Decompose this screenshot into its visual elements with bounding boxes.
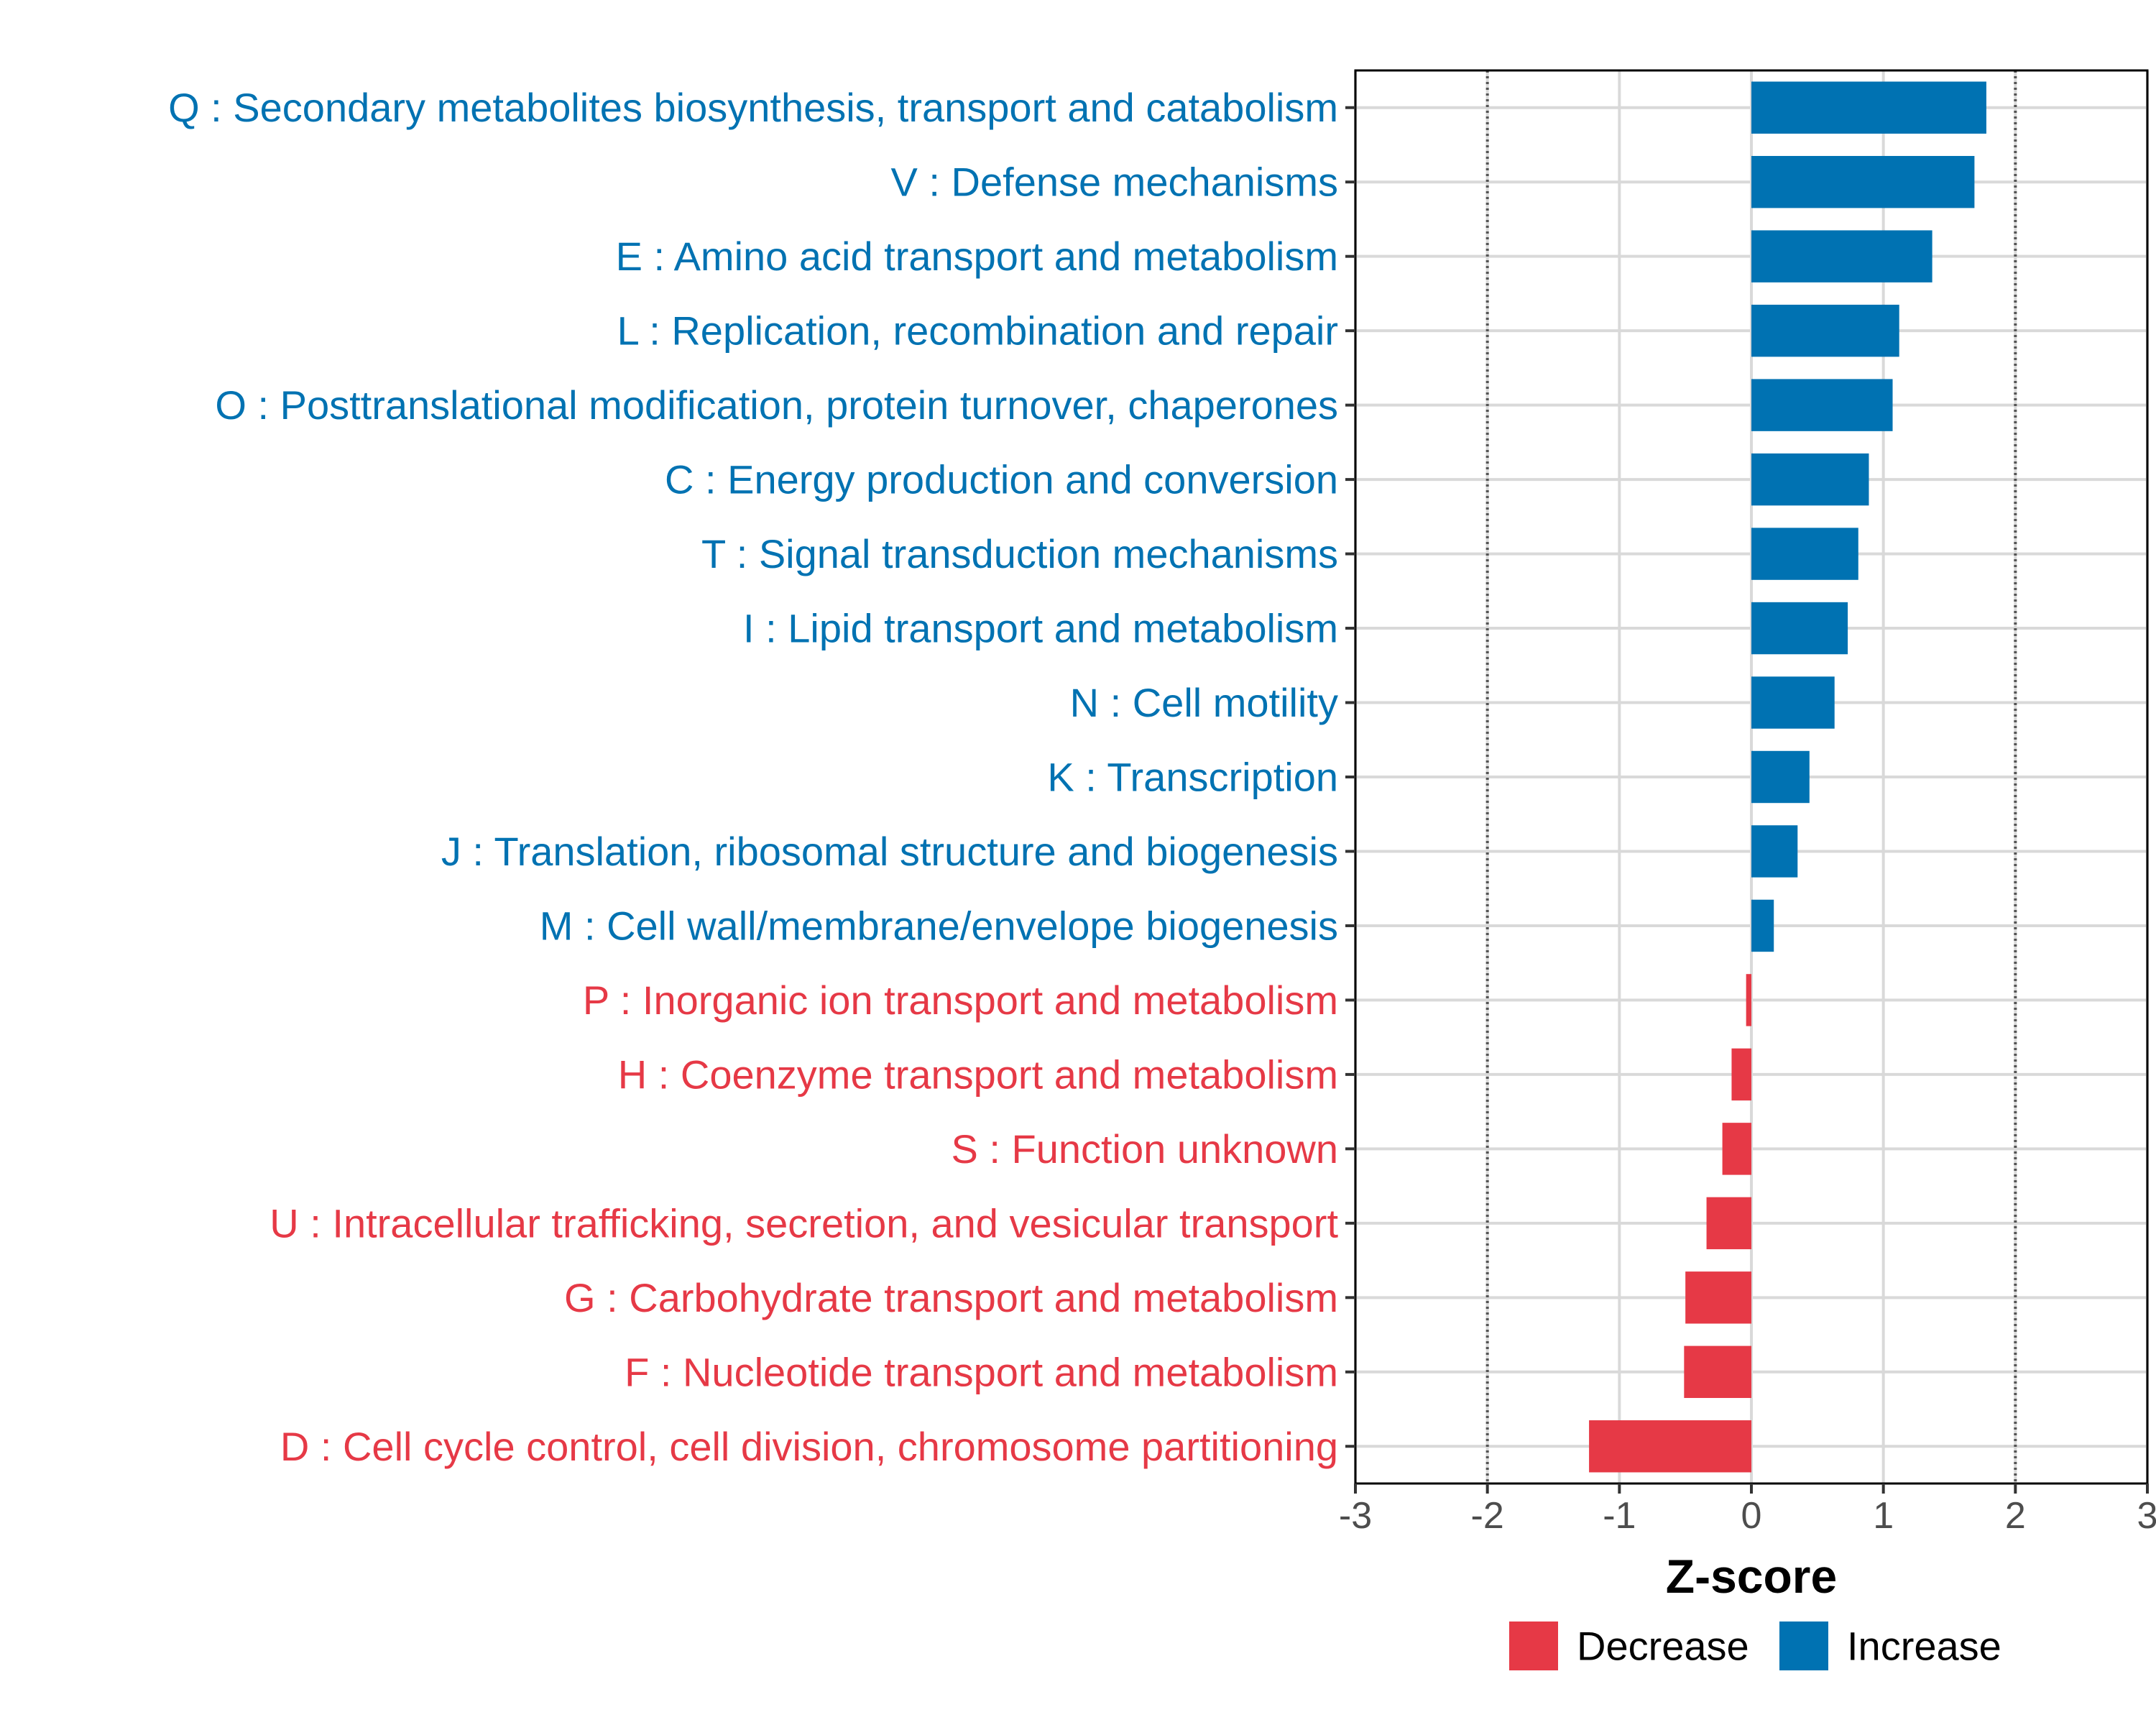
x-axis-ticks: -3 -2 -1 0 1 2 3 xyxy=(1339,1484,2156,1537)
legend-swatch-increase xyxy=(1779,1622,1828,1670)
bar xyxy=(1685,1271,1751,1324)
bar xyxy=(1751,230,1932,282)
bars-layer xyxy=(1589,81,1986,1473)
bar xyxy=(1751,899,1774,952)
category-label: D : Cell cycle control, cell division, c… xyxy=(280,1424,1338,1469)
category-label: J : Translation, ribosomal structure and… xyxy=(441,829,1338,874)
bar xyxy=(1751,155,1975,208)
category-label: M : Cell wall/membrane/envelope biogenes… xyxy=(540,903,1338,948)
legend-label: Increase xyxy=(1847,1624,2001,1669)
legend-label: Decrease xyxy=(1577,1624,1749,1669)
category-label: O : Posttranslational modification, prot… xyxy=(215,382,1338,428)
category-label: U : Intracellular trafficking, secretion… xyxy=(270,1200,1338,1246)
x-tick-label: 0 xyxy=(1741,1495,1762,1537)
bar xyxy=(1684,1346,1751,1399)
legend: Decrease Increase xyxy=(1509,1622,2001,1670)
y-axis-ticks: Q : Secondary metabolites biosynthesis, … xyxy=(168,85,1355,1469)
category-label: T : Signal transduction mechanisms xyxy=(701,531,1338,576)
category-label: C : Energy production and conversion xyxy=(665,457,1338,502)
category-label: Q : Secondary metabolites biosynthesis, … xyxy=(168,85,1338,130)
bar xyxy=(1746,974,1751,1026)
bar xyxy=(1589,1420,1751,1473)
category-label: P : Inorganic ion transport and metaboli… xyxy=(583,978,1338,1023)
category-label: V : Defense mechanisms xyxy=(891,160,1338,205)
bar xyxy=(1731,1048,1751,1101)
category-label: E : Amino acid transport and metabolism xyxy=(616,234,1338,279)
x-tick-label: 2 xyxy=(2005,1495,2026,1537)
x-tick-label: -1 xyxy=(1603,1495,1636,1537)
bar xyxy=(1751,453,1869,506)
bar xyxy=(1706,1197,1751,1250)
category-label: G : Carbohydrate transport and metabolis… xyxy=(564,1275,1338,1320)
x-tick-label: 3 xyxy=(2137,1495,2156,1537)
category-label: N : Cell motility xyxy=(1070,680,1338,725)
bar xyxy=(1751,750,1810,804)
x-tick-label: 1 xyxy=(1873,1495,1894,1537)
bar xyxy=(1751,528,1858,580)
bar xyxy=(1751,602,1848,655)
bar xyxy=(1751,304,1899,357)
category-label: F : Nucleotide transport and metabolism xyxy=(625,1349,1338,1394)
x-tick-label: -3 xyxy=(1339,1495,1372,1537)
bar xyxy=(1751,81,1986,134)
category-label: S : Function unknown xyxy=(951,1126,1338,1172)
category-label: I : Lipid transport and metabolism xyxy=(743,606,1338,651)
legend-swatch-decrease xyxy=(1509,1622,1558,1670)
x-axis-title: Z-score xyxy=(1666,1550,1837,1603)
bar xyxy=(1722,1123,1751,1175)
category-label: H : Coenzyme transport and metabolism xyxy=(618,1052,1338,1097)
bar xyxy=(1751,676,1835,729)
category-label: K : Transcription xyxy=(1047,755,1338,800)
bar xyxy=(1751,379,1893,431)
category-label: L : Replication, recombination and repai… xyxy=(617,308,1338,354)
bar xyxy=(1751,825,1798,878)
x-tick-label: -2 xyxy=(1471,1495,1504,1537)
